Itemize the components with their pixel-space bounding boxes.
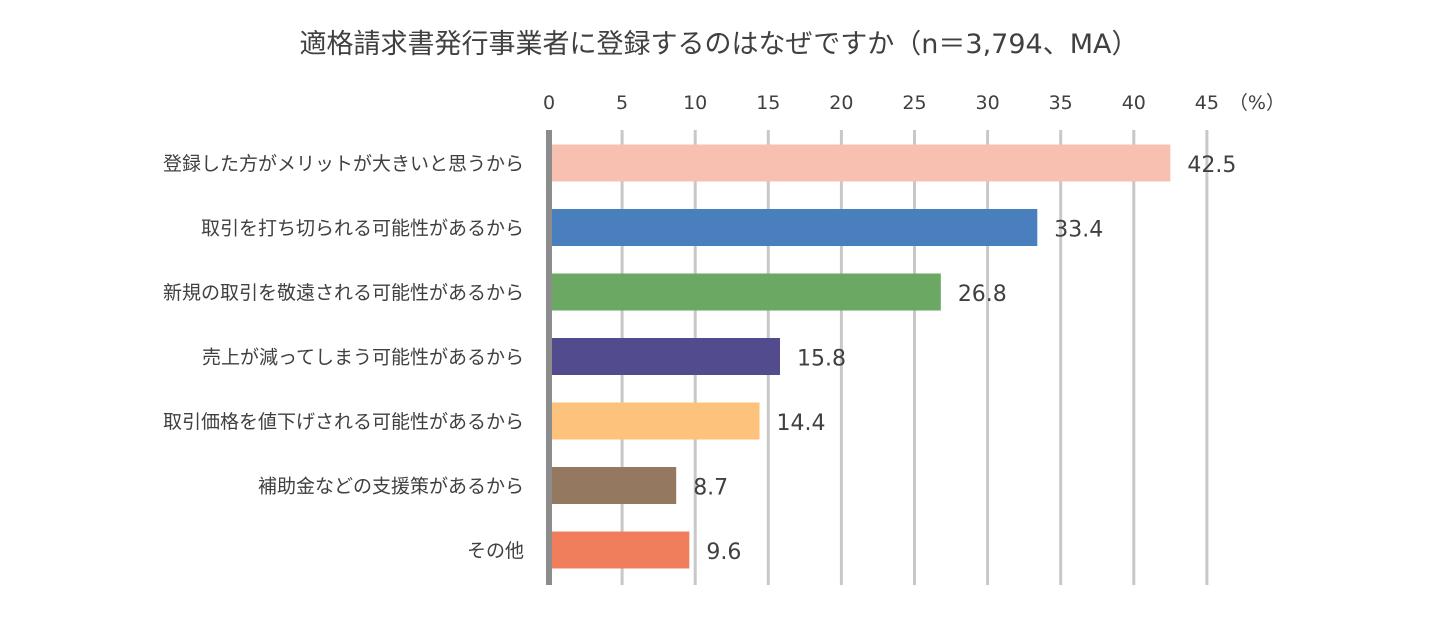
y-axis-line [546, 130, 552, 585]
category-label: 補助金などの支援策があるから [258, 476, 524, 498]
category-label: 取引を打ち切られる可能性があるから [201, 218, 524, 240]
x-tick-label: 35 [1049, 92, 1073, 114]
data-label: 26.8 [958, 282, 1007, 307]
data-label: 42.5 [1187, 153, 1236, 178]
x-axis-ticks: 0 5 10 15 20 25 30 35 40 45 （%） [543, 92, 1285, 114]
data-label: 15.8 [797, 347, 846, 372]
data-label: 9.6 [706, 540, 741, 565]
data-label: 14.4 [777, 411, 826, 436]
bar [552, 402, 760, 440]
x-tick-label: 30 [976, 92, 1000, 114]
x-tick-label: 5 [616, 92, 628, 114]
bars [552, 144, 1171, 569]
bar [552, 338, 780, 375]
bar [552, 467, 677, 504]
data-label: 33.4 [1054, 218, 1103, 243]
category-label: 売上が減ってしまう可能性があるから [202, 347, 524, 369]
data-labels: 42.5 33.4 26.8 15.8 14.4 8.7 9.6 [693, 153, 1236, 565]
category-label: 登録した方がメリットが大きいと思うから [163, 153, 524, 175]
x-tick-label: 45 [1195, 92, 1219, 114]
x-tick-label: 20 [829, 92, 853, 114]
x-tick-label: 25 [902, 92, 926, 114]
category-label: その他 [467, 540, 524, 562]
x-tick-label: 0 [543, 92, 555, 114]
data-label: 8.7 [693, 476, 728, 501]
category-labels: 登録した方がメリットが大きいと思うから取引を打ち切られる可能性があるから新規の取… [163, 153, 524, 562]
category-label: 取引価格を値下げされる可能性があるから [163, 411, 524, 433]
x-tick-label: 40 [1122, 92, 1146, 114]
bar [552, 144, 1171, 182]
bar [552, 531, 690, 569]
bar [552, 209, 1038, 246]
category-label: 新規の取引を敬遠される可能性があるから [163, 282, 524, 304]
x-axis-unit: （%） [1229, 92, 1285, 114]
x-tick-label: 10 [683, 92, 707, 114]
x-tick-label: 15 [756, 92, 780, 114]
bar [552, 273, 941, 311]
chart-title: 適格請求書発行事業者に登録するのはなぜですか（n＝3,794、MA） [299, 29, 1139, 60]
